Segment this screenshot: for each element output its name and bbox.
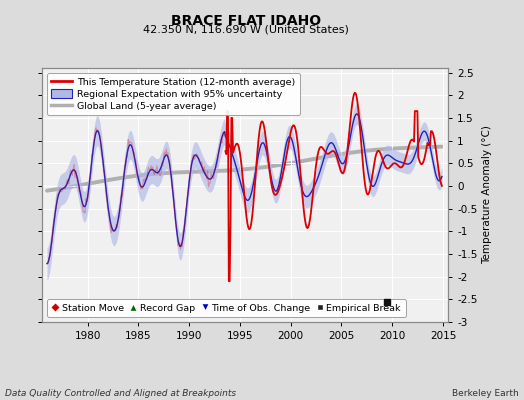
Legend: Station Move, Record Gap, Time of Obs. Change, Empirical Break: Station Move, Record Gap, Time of Obs. C…: [47, 299, 406, 317]
Y-axis label: Temperature Anomaly (°C): Temperature Anomaly (°C): [482, 126, 492, 264]
Text: 42.350 N, 116.690 W (United States): 42.350 N, 116.690 W (United States): [144, 24, 349, 34]
Text: Berkeley Earth: Berkeley Earth: [452, 389, 519, 398]
Text: Data Quality Controlled and Aligned at Breakpoints: Data Quality Controlled and Aligned at B…: [5, 389, 236, 398]
Text: BRACE FLAT IDAHO: BRACE FLAT IDAHO: [171, 14, 321, 28]
